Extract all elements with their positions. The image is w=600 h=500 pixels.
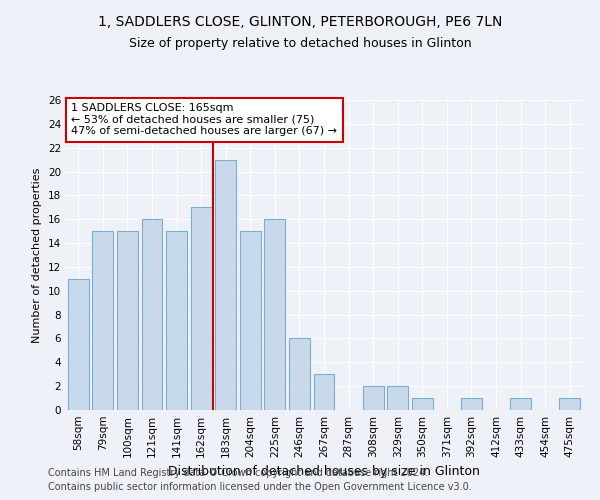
Text: 1 SADDLERS CLOSE: 165sqm
← 53% of detached houses are smaller (75)
47% of semi-d: 1 SADDLERS CLOSE: 165sqm ← 53% of detach… — [71, 103, 337, 136]
Bar — [117, 231, 138, 410]
Bar — [362, 386, 383, 410]
Text: 1, SADDLERS CLOSE, GLINTON, PETERBOROUGH, PE6 7LN: 1, SADDLERS CLOSE, GLINTON, PETERBOROUGH… — [98, 15, 502, 29]
Text: Contains public sector information licensed under the Open Government Licence v3: Contains public sector information licen… — [48, 482, 472, 492]
Bar — [240, 231, 261, 410]
Text: Size of property relative to detached houses in Glinton: Size of property relative to detached ho… — [128, 38, 472, 51]
Bar — [510, 398, 531, 410]
Bar — [68, 279, 89, 410]
Bar — [387, 386, 408, 410]
X-axis label: Distribution of detached houses by size in Glinton: Distribution of detached houses by size … — [168, 466, 480, 478]
Bar — [289, 338, 310, 410]
Y-axis label: Number of detached properties: Number of detached properties — [32, 168, 43, 342]
Bar — [191, 208, 212, 410]
Bar — [265, 219, 286, 410]
Bar — [166, 231, 187, 410]
Bar — [215, 160, 236, 410]
Bar — [559, 398, 580, 410]
Bar — [461, 398, 482, 410]
Text: Contains HM Land Registry data © Crown copyright and database right 2024.: Contains HM Land Registry data © Crown c… — [48, 468, 428, 477]
Bar — [92, 231, 113, 410]
Bar — [412, 398, 433, 410]
Bar — [142, 219, 163, 410]
Bar — [314, 374, 334, 410]
